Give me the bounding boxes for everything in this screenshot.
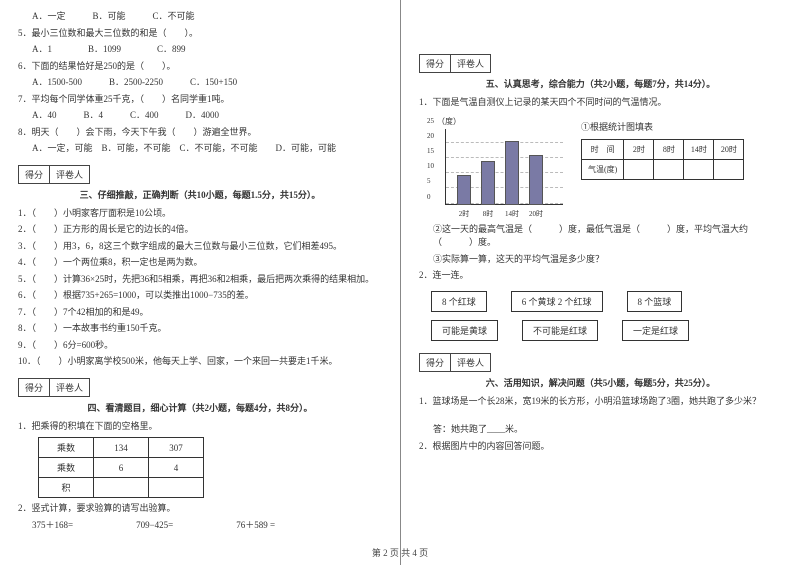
temperature-table: 时 间 2时 8时 14时 20时 气温(度) [581,139,744,180]
s5-q2: 2．连一连。 [419,269,782,283]
match-box: 8 个篮球 [627,291,683,312]
judge-6: 6．（ ）根据735+265=1000，可以类推出1000−735的差。 [18,289,382,303]
judge-8: 8．（ ）一本故事书约重150千克。 [18,322,382,336]
table-row: 时 间 2时 8时 14时 20时 [582,139,744,159]
match-box: 8 个红球 [431,291,487,312]
match-box: 6 个黄球 2 个红球 [511,291,603,312]
s6-p2: 2．根据图片中的内容回答问题。 [419,440,782,454]
score-box-4: 得分 评卷人 [18,378,90,397]
calc-1: 1．把乘得的积填在下面的空格里。 [18,420,382,434]
q4-opts: A．一定 B．可能 C．不可能 [18,10,382,24]
judge-1: 1．（ ）小明家客厅面积是10公顷。 [18,207,382,221]
left-column: A．一定 B．可能 C．不可能 5．最小三位数和最大三位数的和是（ ）。 A．1… [0,0,400,565]
s6-p1-ans: 答：她共跑了____米。 [419,423,782,437]
s5-q1b: ②这一天的最高气温是（ ）度，最低气温是（ ）度，平均气温大约（ ）度。 [419,223,782,250]
grader-label: 评卷人 [451,55,490,72]
q6-opts: A．1500-500 B．2500-2250 C．150+150 [18,76,382,90]
score-label: 得分 [19,379,50,396]
calc-2: 2．竖式计算，要求验算的请写出验算。 [18,502,382,516]
match-row-1: 8 个红球 6 个黄球 2 个红球 8 个篮球 [431,291,782,312]
page-footer: 第 2 页 共 4 页 [0,546,800,559]
y-unit: （度） [437,116,567,127]
score-box-3: 得分 评卷人 [18,165,90,184]
grader-label: 评卷人 [50,379,89,396]
cell [94,478,149,498]
cell: 134 [94,438,149,458]
table-row: 积 [39,478,204,498]
cell: 2时 [624,139,654,159]
cell [684,159,714,179]
match-box: 一定是红球 [622,320,689,341]
cell [654,159,684,179]
match-box: 不可能是红球 [522,320,598,341]
table-row: 乘数 134 307 [39,438,204,458]
judge-9: 9．（ ）6分=600秒。 [18,339,382,353]
cell: 14时 [684,139,714,159]
section-3-title: 三、仔细推敲，正确判断（共10小题，每题1.5分，共15分）。 [18,188,382,201]
cell: 20时 [714,139,744,159]
bar-chart: 2520151050 2时8时14时20时 [427,129,567,219]
q8-opts: A．一定，可能 B．可能，不可能 C．不可能，不可能 D．可能，可能 [18,142,382,156]
section-6-title: 六、活用知识，解决问题（共5小题，每题5分，共25分）。 [419,376,782,389]
cell: 8时 [654,139,684,159]
chart-and-table: （度） 2520151050 2时8时14时20时 ①根据统计图填表 时 间 2… [427,116,782,219]
grader-label: 评卷人 [50,166,89,183]
s6-p1: 1．篮球场是一个长28米，宽19米的长方形，小明沿篮球场跑了3圈，她共跑了多少米… [419,395,782,409]
s5-q1c: ③实际算一算，这天的平均气温是多少度？ [419,253,782,267]
section-5-title: 五、认真思考，综合能力（共2小题，每题7分，共14分）。 [419,77,782,90]
q7: 7．平均每个同学体重25千克，（ ）名同学重1吨。 [18,93,382,107]
q8: 8．明天（ ）会下雨，今天下午我（ ）游遍全世界。 [18,126,382,140]
judge-4: 4．（ ）一个两位乘8，积一定也是两为数。 [18,256,382,270]
multiply-table: 乘数 134 307 乘数 6 4 积 [38,437,204,498]
match-box: 可能是黄球 [431,320,498,341]
q5-opts: A．1 B．1099 C．899 [18,43,382,57]
q7-opts: A．40 B．4 C．400 D．4000 [18,109,382,123]
chart-block: （度） 2520151050 2时8时14时20时 [427,116,567,219]
match-row-2: 可能是黄球 不可能是红球 一定是红球 [431,320,782,341]
cell [714,159,744,179]
bar [457,175,471,205]
cell: 积 [39,478,94,498]
right-column: 得分 评卷人 五、认真思考，综合能力（共2小题，每题7分，共14分）。 1．下面… [400,0,800,565]
bar [529,155,543,205]
score-label: 得分 [420,354,451,371]
score-label: 得分 [19,166,50,183]
judge-5: 5．（ ）计算36×25时，先把36和5相乘，再把36和2相乘，最后把两次乘得的… [18,273,382,287]
section-4-title: 四、看清题目，细心计算（共2小题，每题4分，共8分）。 [18,401,382,414]
score-label: 得分 [420,55,451,72]
table-row: 乘数 6 4 [39,458,204,478]
cell: 乘数 [39,458,94,478]
cell: 气温(度) [582,159,624,179]
bar [481,161,495,205]
cell [149,478,204,498]
s5-q1: 1．下面是气温自测仪上记录的某天四个不同时间的气温情况。 [419,96,782,110]
calc-2a: 375＋168= 709−425= 76＋589 = [18,519,382,533]
cell [624,159,654,179]
cell: 乘数 [39,438,94,458]
judge-2: 2．（ ）正方形的周长是它的边长的4倍。 [18,223,382,237]
bar [505,141,519,205]
cell: 4 [149,458,204,478]
grader-label: 评卷人 [451,354,490,371]
score-box-5: 得分 评卷人 [419,54,491,73]
score-box-6: 得分 评卷人 [419,353,491,372]
chart-title: ①根据统计图填表 [581,120,744,133]
judge-7: 7．（ ）7个42相加的和是49。 [18,306,382,320]
cell: 307 [149,438,204,458]
q5: 5．最小三位数和最大三位数的和是（ ）。 [18,27,382,41]
table-block: ①根据统计图填表 时 间 2时 8时 14时 20时 气温(度) [581,116,744,180]
cell: 时 间 [582,139,624,159]
q6: 6．下面的结果恰好是250的是（ ）。 [18,60,382,74]
table-row: 气温(度) [582,159,744,179]
judge-10: 10．（ ）小明家离学校500米，他每天上学、回家，一个来回一共要走1千米。 [18,355,382,369]
judge-3: 3．（ ）用3，6，8这三个数字组成的最大三位数与最小三位数，它们相差495。 [18,240,382,254]
cell: 6 [94,458,149,478]
